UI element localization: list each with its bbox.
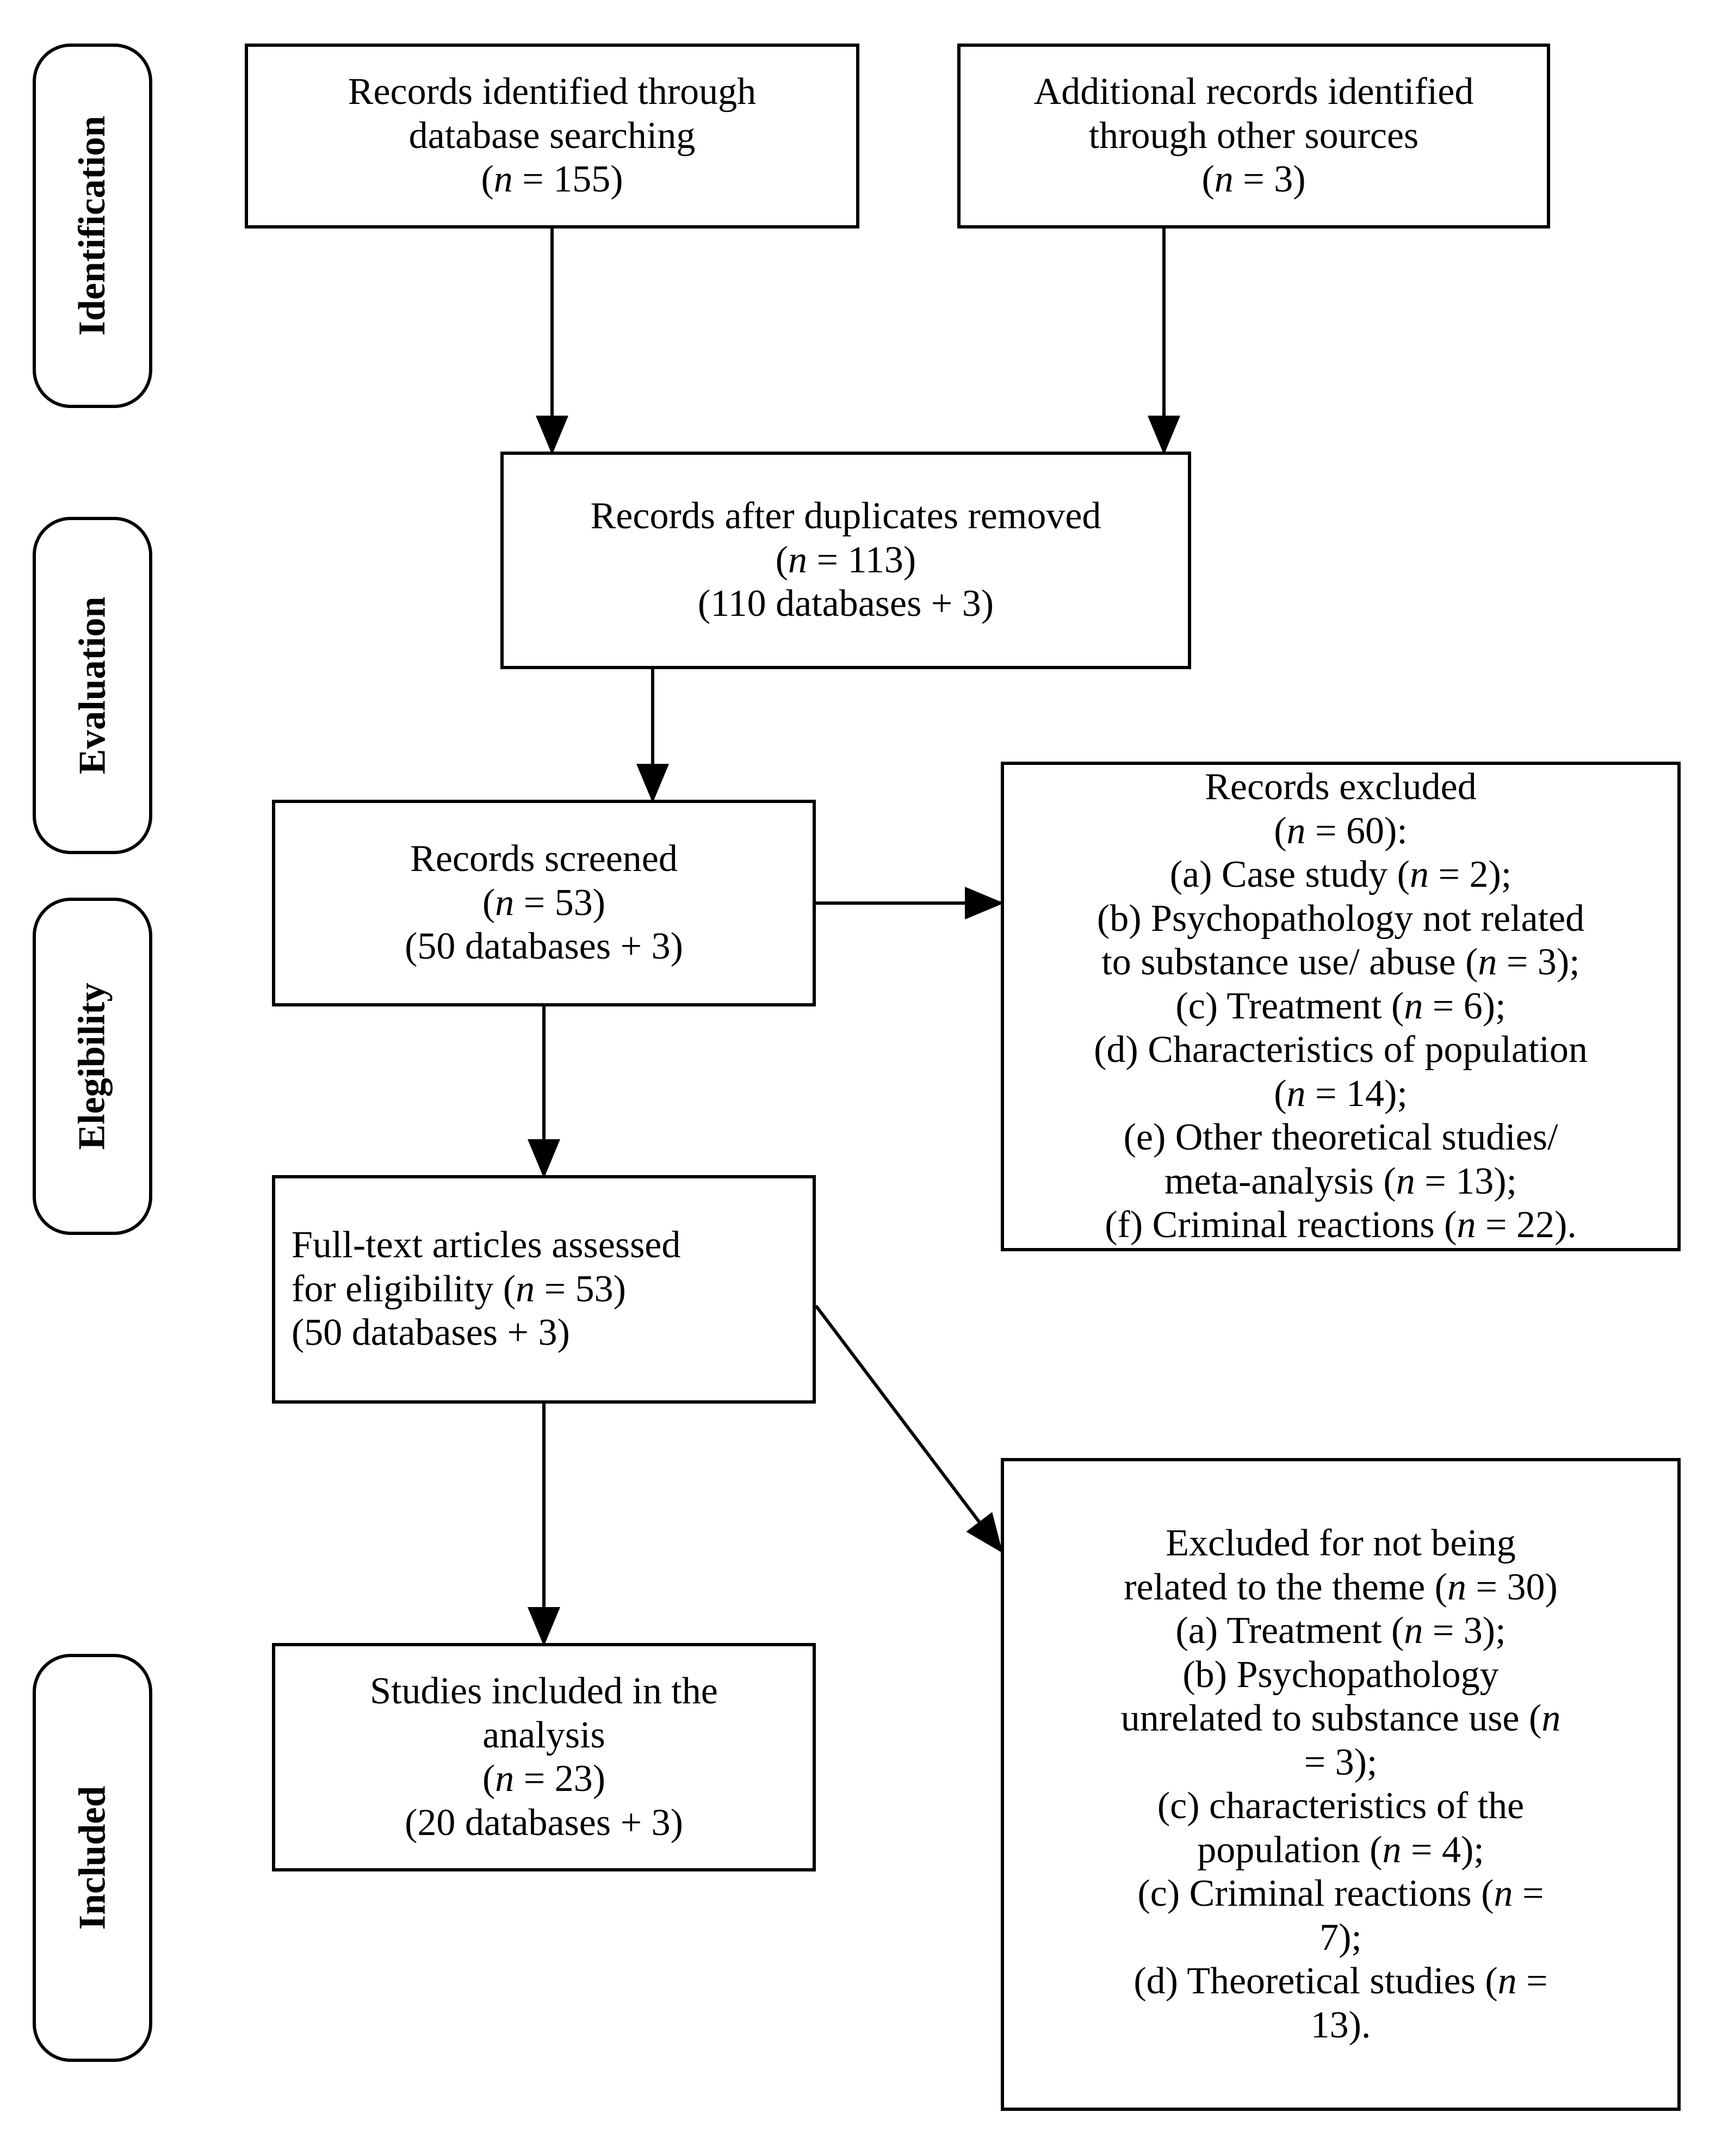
- text-line: Studies included in the: [370, 1670, 718, 1714]
- text-line: (110 databases + 3): [698, 582, 994, 626]
- flow-box-b5: Full-text articles assessedfor eligibili…: [272, 1175, 816, 1404]
- text-line: Records excluded: [1205, 765, 1477, 810]
- text-line: = 3);: [1304, 1741, 1378, 1785]
- text-line: (d) Characteristics of population: [1094, 1028, 1588, 1072]
- text-line: (f) Criminal reactions (n = 22).: [1105, 1203, 1577, 1247]
- arrow-6: [816, 1306, 1001, 1550]
- stage-label-included: Included: [33, 1654, 152, 2062]
- text-line: (n = 14);: [1274, 1072, 1408, 1116]
- text-line: related to the theme (n = 30): [1124, 1566, 1558, 1610]
- stage-label-evaluation: Evaluation: [33, 517, 152, 854]
- text-line: (c) characteristics of the: [1157, 1784, 1524, 1828]
- flow-box-b1: Records identified throughdatabase searc…: [245, 44, 859, 228]
- stage-label-identification: Identification: [33, 44, 152, 408]
- stage-label-text: Included: [71, 1786, 114, 1930]
- stage-label-text: Elegibility: [71, 983, 114, 1150]
- stage-label-elegibility: Elegibility: [33, 898, 152, 1235]
- text-line: (n = 155): [481, 158, 623, 202]
- text-line: (n = 60):: [1274, 810, 1408, 854]
- text-line: (b) Psychopathology: [1182, 1653, 1498, 1697]
- text-line: 13).: [1311, 2004, 1371, 2048]
- flow-box-b4: Records screened(n = 53)(50 databases + …: [272, 800, 816, 1006]
- stage-label-text: Evaluation: [71, 597, 114, 775]
- text-line: (n = 23): [482, 1757, 605, 1801]
- text-line: population (n = 4);: [1197, 1828, 1484, 1873]
- text-line: (n = 3): [1201, 158, 1305, 202]
- text-line: (50 databases + 3): [405, 925, 683, 969]
- text-line: (n = 53): [482, 881, 605, 925]
- text-line: 7);: [1319, 1916, 1362, 1960]
- text-line: meta-analysis (n = 13);: [1164, 1160, 1517, 1204]
- text-line: database searching: [409, 114, 696, 158]
- text-line: (e) Other theoretical studies/: [1124, 1116, 1558, 1160]
- text-line: Additional records identified: [1034, 70, 1474, 114]
- text-line: Records identified through: [348, 70, 756, 114]
- text-line: (50 databases + 3): [292, 1311, 570, 1355]
- text-line: (20 databases + 3): [405, 1801, 683, 1845]
- text-line: Records screened: [410, 837, 678, 881]
- text-line: (n = 113): [776, 539, 916, 583]
- text-line: analysis: [482, 1714, 605, 1758]
- text-line: through other sources: [1089, 114, 1419, 158]
- text-line: (c) Treatment (n = 6);: [1175, 985, 1506, 1029]
- text-line: Full-text articles assessed: [292, 1224, 680, 1268]
- flow-box-b8: Excluded for not beingrelated to the the…: [1001, 1458, 1681, 2111]
- flow-box-b2: Additional records identifiedthrough oth…: [957, 44, 1550, 228]
- flow-box-b3: Records after duplicates removed(n = 113…: [500, 452, 1191, 669]
- text-line: for eligibility (n = 53): [292, 1268, 626, 1312]
- text-line: (c) Criminal reactions (n =: [1137, 1872, 1544, 1916]
- text-line: to substance use/ abuse (n = 3);: [1101, 941, 1579, 985]
- flow-box-b7: Records excluded(n = 60):(a) Case study …: [1001, 762, 1681, 1251]
- prisma-flowchart: Identification Evaluation Elegibility Inclu…: [0, 0, 1716, 2156]
- text-line: (a) Treatment (n = 3);: [1175, 1609, 1506, 1653]
- text-line: Excluded for not being: [1166, 1522, 1515, 1566]
- text-line: unrelated to substance use (n: [1121, 1697, 1561, 1741]
- text-line: Records after duplicates removed: [591, 495, 1101, 539]
- flow-box-b6: Studies included in theanalysis(n = 23)(…: [272, 1643, 816, 1871]
- text-line: (d) Theoretical studies (n =: [1133, 1960, 1547, 2004]
- text-line: (b) Psychopathology not related: [1097, 897, 1584, 941]
- text-line: (a) Case study (n = 2);: [1170, 853, 1512, 897]
- stage-label-text: Identification: [71, 116, 114, 336]
